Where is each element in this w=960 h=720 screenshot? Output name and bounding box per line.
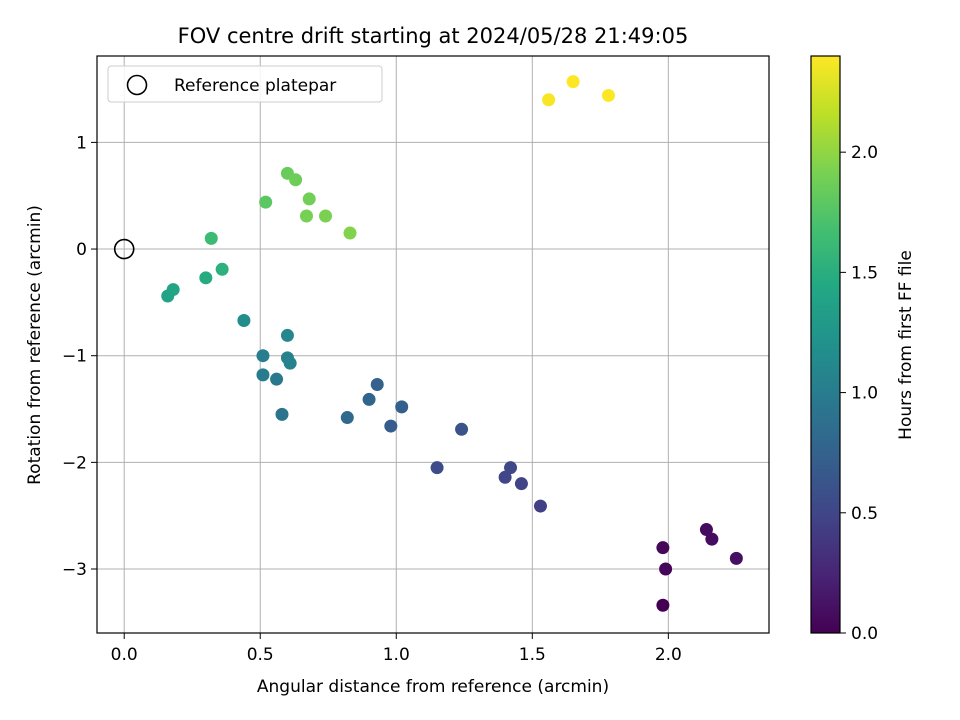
x-tick-label: 0.0: [111, 645, 138, 665]
data-point: [343, 226, 357, 240]
y-tick-label: −1: [62, 347, 87, 367]
data-point: [289, 173, 303, 187]
data-point: [533, 499, 547, 513]
data-point: [699, 523, 713, 537]
data-point: [498, 470, 512, 484]
colorbar-tick-label: 0.0: [851, 624, 878, 644]
data-point: [384, 419, 398, 433]
x-tick-label: 1.5: [519, 645, 546, 665]
x-axis-label: Angular distance from reference (arcmin): [257, 677, 609, 697]
data-point: [275, 407, 289, 421]
x-axis-ticks: 0.0 0.5 1.0 1.5 2.0: [111, 633, 682, 665]
x-tick-label: 0.5: [247, 645, 274, 665]
y-tick-label: 0: [76, 240, 87, 260]
colorbar: 0.0 0.5 1.0 1.5 2.0 Hours from first FF file: [810, 55, 916, 644]
colorbar-ticks: 0.0 0.5 1.0 1.5 2.0: [840, 143, 878, 644]
y-axis-label: Rotation from reference (arcmin): [25, 205, 45, 485]
data-point: [656, 598, 670, 612]
legend-entry-label: Reference platepar: [174, 76, 336, 96]
data-point: [215, 262, 229, 276]
data-point: [659, 562, 673, 576]
colorbar-frame: [810, 55, 841, 634]
legend-reference-marker: [126, 74, 148, 96]
y-tick-label: 1: [76, 133, 87, 153]
data-point: [395, 400, 409, 414]
data-point: [504, 461, 518, 475]
colorbar-tick-label: 0.5: [851, 504, 878, 524]
data-point: [601, 88, 615, 102]
data-point: [319, 209, 333, 223]
data-point: [566, 75, 580, 89]
reference-marker: [113, 238, 135, 260]
data-point: [362, 392, 376, 406]
data-point: [256, 368, 270, 382]
data-point: [270, 372, 284, 386]
plot-frame: [96, 55, 770, 634]
colorbar-tick-label: 1.0: [851, 384, 878, 404]
x-tick-label: 2.0: [655, 645, 682, 665]
data-points: [161, 75, 743, 612]
chart-title: FOV centre drift starting at 2024/05/28 …: [178, 24, 689, 48]
data-point: [705, 532, 719, 546]
data-point: [302, 192, 316, 206]
data-point: [256, 349, 270, 363]
colorbar-tick-label: 1.5: [851, 263, 878, 283]
data-point: [299, 209, 313, 223]
reference-platepar-point: [113, 238, 135, 260]
data-point: [729, 551, 743, 565]
data-point: [283, 356, 297, 370]
colorbar-gradient: [811, 56, 840, 633]
data-point: [280, 328, 294, 342]
data-point: [542, 93, 556, 107]
legend-box: [107, 65, 383, 103]
data-point: [340, 411, 354, 425]
data-point: [204, 231, 218, 245]
colorbar-label: Hours from first FF file: [896, 250, 916, 440]
legend: Reference platepar: [107, 65, 383, 103]
y-axis-ticks: −3 −2 −1 0 1: [62, 133, 97, 580]
data-point: [656, 541, 670, 555]
data-point: [237, 314, 251, 328]
data-point: [166, 283, 180, 297]
data-point: [199, 271, 213, 285]
y-tick-label: −3: [62, 560, 87, 580]
data-point: [259, 195, 273, 209]
grid-lines: [97, 56, 769, 633]
x-tick-label: 1.0: [383, 645, 410, 665]
colorbar-tick-label: 2.0: [851, 143, 878, 163]
data-point: [430, 461, 444, 475]
data-point: [514, 477, 528, 491]
y-tick-label: −2: [62, 453, 87, 473]
data-point: [370, 377, 384, 391]
data-point: [455, 422, 469, 436]
